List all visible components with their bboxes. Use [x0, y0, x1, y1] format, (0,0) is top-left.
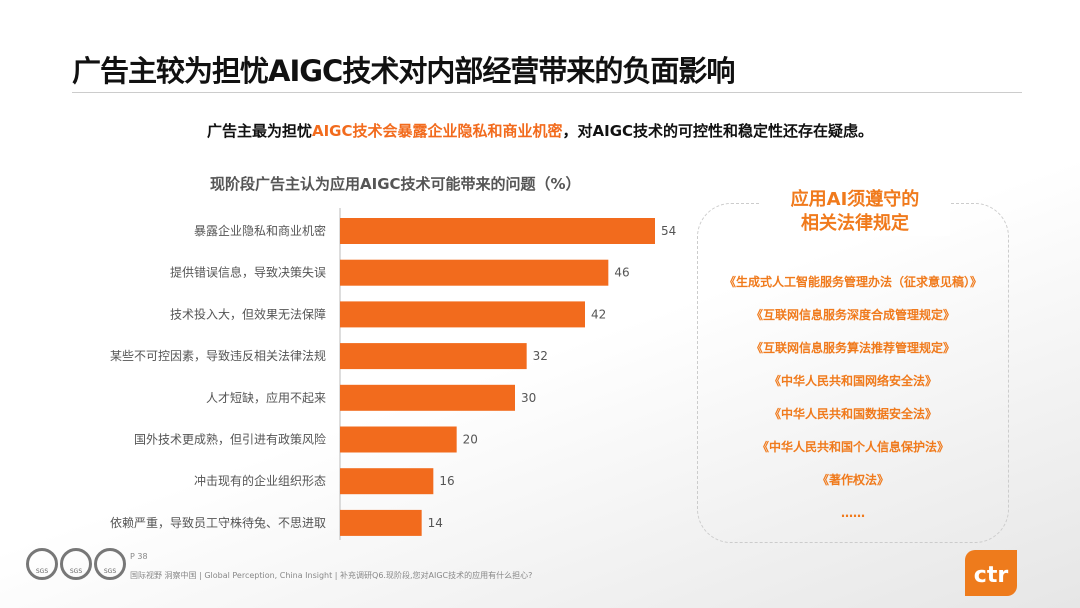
value-label: 46 [614, 266, 629, 280]
law-item: 《中华人民共和国个人信息保护法》 [756, 440, 949, 454]
category-label: 冲击现有的企业组织形态 [194, 473, 326, 488]
subtitle-highlight: AIGC技术会暴露企业隐私和商业机密 [311, 122, 563, 140]
subtitle: 广告主最为担忧AIGC技术会暴露企业隐私和商业机密，对AIGC技术的可控性和稳定… [0, 120, 1080, 141]
sgs-certification-icon: SGS [60, 548, 92, 580]
bar [340, 468, 434, 495]
bar [340, 301, 585, 328]
category-label: 某些不可控因素，导致违反相关法律法规 [110, 348, 326, 363]
bar [340, 384, 515, 411]
law-item: …… [841, 506, 865, 520]
bar-chart: 暴露企业隐私和商业机密 54 提供错误信息，导致决策失误 46 技术投入大，但效果无法保… [110, 208, 676, 540]
value-label: 32 [533, 349, 548, 363]
bar [340, 218, 655, 244]
sgs-label: SGS [103, 568, 117, 575]
value-label: 42 [591, 307, 606, 321]
sgs-label: SGS [35, 568, 49, 575]
category-label: 提供错误信息，导致决策失误 [170, 265, 326, 280]
sgs-certification-icon: SGS [94, 548, 126, 580]
page-number: P 38 [130, 552, 148, 561]
category-label: 暴露企业隐私和商业机密 [194, 223, 326, 238]
value-label: 14 [428, 516, 443, 530]
bar [340, 259, 609, 286]
bar [340, 426, 457, 453]
law-item: 《互联网信息服务算法推荐管理规定》 [750, 341, 955, 355]
value-label: 16 [439, 474, 454, 488]
category-label: 依赖严重，导致员工守株待兔、不思进取 [110, 515, 326, 530]
ctr-logo: ctr [965, 550, 1017, 596]
page-title: 广告主较为担忧AIGC技术对内部经营带来的负面影响 [72, 54, 735, 88]
value-label: 54 [661, 224, 676, 238]
bar [340, 343, 527, 370]
chart-title: 现阶段广告主认为应用AIGC技术可能带来的问题（%） [210, 175, 581, 193]
law-item: 《中华人民共和国网络安全法》 [768, 374, 937, 388]
category-label: 人才短缺，应用不起来 [206, 390, 326, 405]
law-item: 《生成式人工智能服务管理办法（征求意见稿）》 [723, 275, 982, 289]
subtitle-pre: 广告主最为担忧 [206, 122, 312, 140]
category-label: 国外技术更成熟，但引进有政策风险 [134, 432, 326, 447]
subtitle-post: ，对AIGC技术的可控性和稳定性还存在疑虑。 [562, 122, 874, 140]
laws-list: 《生成式人工智能服务管理办法（征求意见稿）》 《互联网信息服务深度合成管理规定》《… [697, 272, 1009, 536]
panel-title-line1: 应用AI须遵守的 [790, 189, 920, 210]
sgs-certification-icon: SGS [26, 548, 58, 580]
sgs-label: SGS [69, 568, 83, 575]
panel-title: 应用AI须遵守的 相关法律规定 [760, 188, 950, 236]
bar [340, 509, 422, 536]
panel-title-line2: 相关法律规定 [801, 213, 909, 234]
source-note: 国际视野 洞察中国 | Global Perception, China Ins… [130, 571, 533, 580]
law-item: 《互联网信息服务深度合成管理规定》 [750, 308, 955, 322]
law-item: 《中华人民共和国数据安全法》 [768, 407, 937, 421]
value-label: 20 [463, 433, 478, 447]
value-label: 30 [521, 391, 536, 405]
title-divider [72, 92, 1022, 93]
category-label: 技术投入大，但效果无法保障 [170, 306, 326, 321]
law-item: 《著作权法》 [816, 473, 889, 487]
